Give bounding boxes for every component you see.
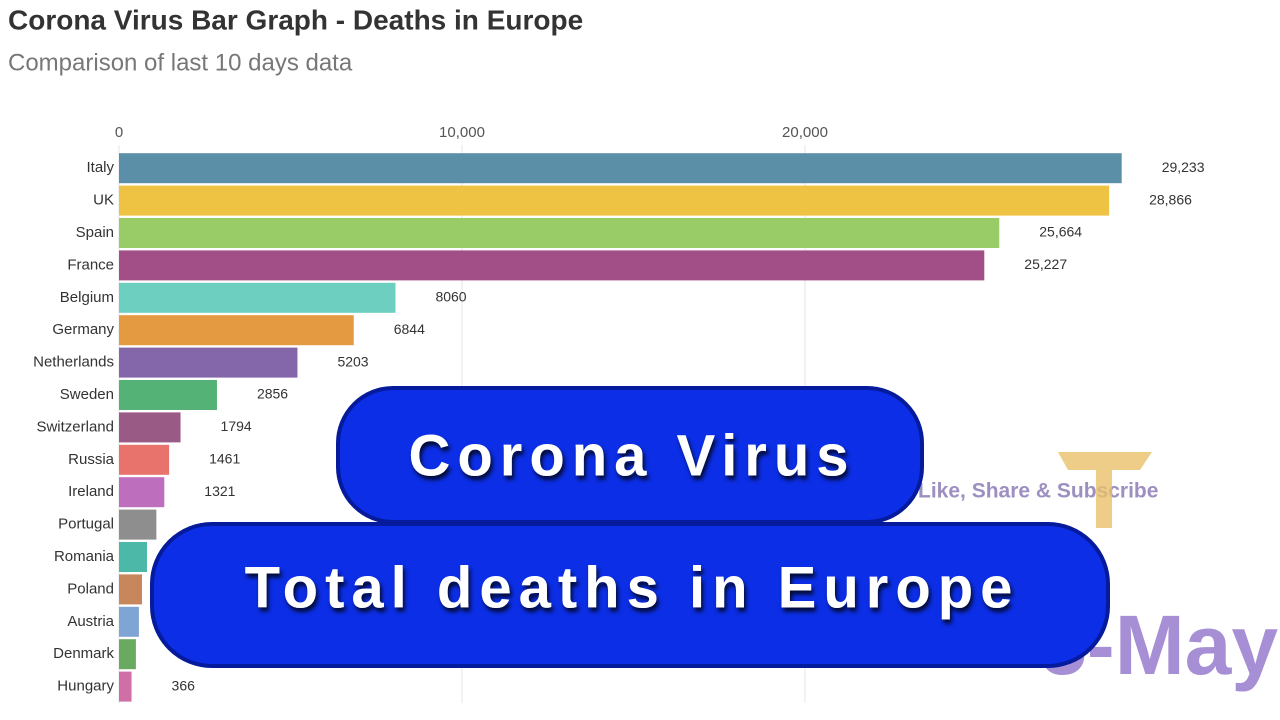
x-tick-label: 20,000: [782, 124, 828, 141]
category-label: Russia: [68, 451, 115, 468]
overlay-title: Corona Virus: [408, 423, 855, 488]
bar: [119, 606, 139, 637]
x-tick-label: 10,000: [439, 124, 485, 141]
bar: [119, 542, 147, 572]
bar: [119, 185, 1110, 216]
bar: [119, 347, 298, 378]
subscribe-note: Like, Share & Subscribe: [918, 480, 1158, 503]
bar: [119, 574, 142, 605]
category-label: Denmark: [53, 645, 114, 662]
bar: [119, 315, 354, 346]
value-label: 366: [172, 677, 196, 693]
category-label: France: [67, 256, 114, 273]
bar: [119, 639, 136, 670]
value-label: 5203: [337, 353, 368, 369]
bar: [119, 477, 165, 508]
value-label: 1321: [204, 483, 235, 499]
bar: [119, 380, 217, 410]
bar: [119, 218, 1000, 248]
category-label: Romania: [54, 548, 115, 565]
overlay-subtitle: Total deaths in Europe: [245, 555, 1020, 620]
category-label: Sweden: [60, 386, 114, 403]
value-label: 2856: [257, 386, 288, 402]
banner: [150, 522, 1110, 668]
bar: [119, 444, 170, 475]
category-label: Italy: [86, 159, 114, 176]
bar: [119, 671, 132, 702]
bar: [119, 509, 157, 540]
value-label: 1794: [221, 418, 252, 434]
chart-subtitle: Comparison of last 10 days data: [8, 49, 353, 76]
x-tick-label: 0: [115, 124, 123, 141]
category-label: Germany: [52, 321, 114, 338]
logo: [1058, 452, 1152, 528]
category-label: Switzerland: [36, 418, 114, 435]
bar: [119, 282, 396, 313]
category-label: Portugal: [58, 516, 114, 533]
category-label: Spain: [76, 224, 114, 241]
value-label: 25,227: [1024, 256, 1067, 272]
category-label: Austria: [67, 613, 114, 630]
category-label: Hungary: [57, 678, 114, 695]
value-label: 25,664: [1039, 224, 1082, 240]
category-label: Belgium: [60, 289, 114, 306]
bar: [119, 412, 181, 443]
chart-title: Corona Virus Bar Graph - Deaths in Europ…: [8, 4, 583, 35]
category-label: UK: [93, 192, 114, 209]
bar: [119, 153, 1122, 184]
category-label: Poland: [67, 580, 114, 597]
bar: [119, 250, 985, 281]
value-label: 8060: [435, 289, 466, 305]
value-label: 28,866: [1149, 191, 1192, 207]
value-label: 29,233: [1162, 159, 1205, 175]
value-label: 6844: [394, 321, 425, 337]
category-label: Netherlands: [33, 354, 114, 371]
value-label: 1461: [209, 451, 240, 467]
category-label: Ireland: [68, 483, 114, 500]
